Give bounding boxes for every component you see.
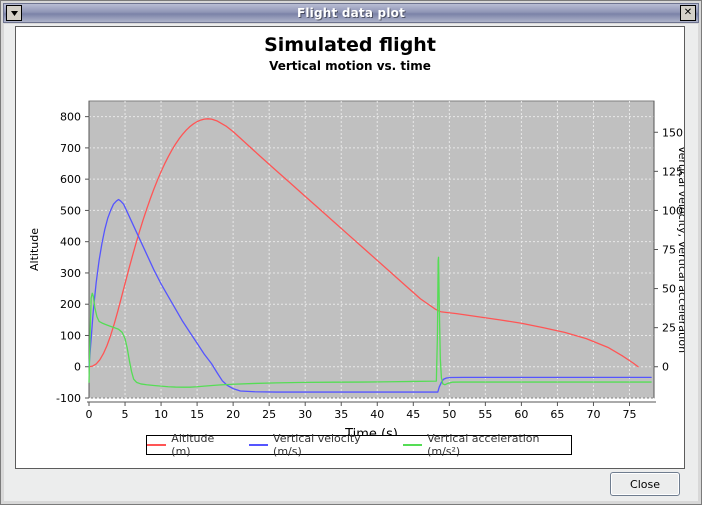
svg-text:5: 5 xyxy=(122,408,129,421)
plot-area: -100 0 100 200 300 400 500 600 700 800 Altitude 0 25… xyxy=(16,27,684,468)
svg-text:800: 800 xyxy=(60,111,81,124)
svg-text:0: 0 xyxy=(74,361,81,374)
svg-text:500: 500 xyxy=(60,204,81,217)
svg-text:Altitude: Altitude xyxy=(28,228,41,271)
svg-text:65: 65 xyxy=(550,408,564,421)
svg-text:200: 200 xyxy=(60,298,81,311)
legend-label-vertical-velocity: Vertical velocity (m/s) xyxy=(273,432,361,458)
legend-label-vertical-acceleration: Vertical acceleration (m/s²) xyxy=(427,432,540,458)
svg-text:35: 35 xyxy=(334,408,348,421)
svg-text:60: 60 xyxy=(514,408,528,421)
close-icon[interactable]: ✕ xyxy=(680,5,696,21)
svg-text:20: 20 xyxy=(226,408,240,421)
svg-text:75: 75 xyxy=(622,408,636,421)
window-title: Flight data plot xyxy=(296,6,406,20)
svg-text:45: 45 xyxy=(406,408,420,421)
svg-text:75: 75 xyxy=(662,244,676,257)
svg-text:100: 100 xyxy=(60,329,81,342)
legend-item-vertical-acceleration: Vertical acceleration (m/s²) xyxy=(402,432,571,458)
window-menu-icon[interactable] xyxy=(6,5,22,21)
svg-text:40: 40 xyxy=(370,408,384,421)
window-client-area: Simulated flight Vertical motion vs. tim… xyxy=(4,24,698,501)
chart-legend: Altitude (m) Vertical velocity (m/s) Ver… xyxy=(146,432,572,458)
svg-text:70: 70 xyxy=(586,408,600,421)
legend-item-altitude: Altitude (m) xyxy=(147,432,235,458)
svg-text:125: 125 xyxy=(662,165,683,178)
svg-text:15: 15 xyxy=(190,408,204,421)
plot-svg: -1000100200300400500600700800Altitude025… xyxy=(28,100,684,442)
svg-text:700: 700 xyxy=(60,142,81,155)
svg-text:0: 0 xyxy=(662,361,669,374)
dialog-button-row: Close xyxy=(4,472,698,500)
svg-text:55: 55 xyxy=(478,408,492,421)
chart-title: Simulated flight xyxy=(264,34,436,56)
svg-text:100: 100 xyxy=(662,204,683,217)
svg-text:10: 10 xyxy=(154,408,168,421)
legend-label-altitude: Altitude (m) xyxy=(171,432,215,458)
svg-text:50: 50 xyxy=(442,408,456,421)
chart-panel: Simulated flight Vertical motion vs. tim… xyxy=(15,26,685,469)
svg-text:400: 400 xyxy=(60,236,81,249)
flight-chart: Simulated flight Vertical motion vs. tim… xyxy=(16,27,684,468)
legend-swatch-vertical-velocity xyxy=(248,444,269,446)
legend-swatch-altitude xyxy=(147,444,167,446)
svg-text:-100: -100 xyxy=(56,392,81,405)
svg-text:0: 0 xyxy=(86,408,93,421)
svg-text:600: 600 xyxy=(60,173,81,186)
legend-item-vertical-velocity: Vertical velocity (m/s) xyxy=(248,432,389,458)
svg-text:150: 150 xyxy=(662,126,683,139)
svg-text:50: 50 xyxy=(662,283,676,296)
svg-text:25: 25 xyxy=(262,408,276,421)
close-button[interactable]: Close xyxy=(610,472,680,496)
svg-text:30: 30 xyxy=(298,408,312,421)
window-titlebar: Flight data plot ✕ xyxy=(3,3,699,23)
legend-swatch-vertical-acceleration xyxy=(402,444,423,446)
svg-text:25: 25 xyxy=(662,322,676,335)
chart-subtitle: Vertical motion vs. time xyxy=(269,59,431,73)
svg-text:Vertical velocity, Vertical ac: Vertical velocity, Vertical acceleration xyxy=(676,146,684,353)
svg-text:300: 300 xyxy=(60,267,81,280)
